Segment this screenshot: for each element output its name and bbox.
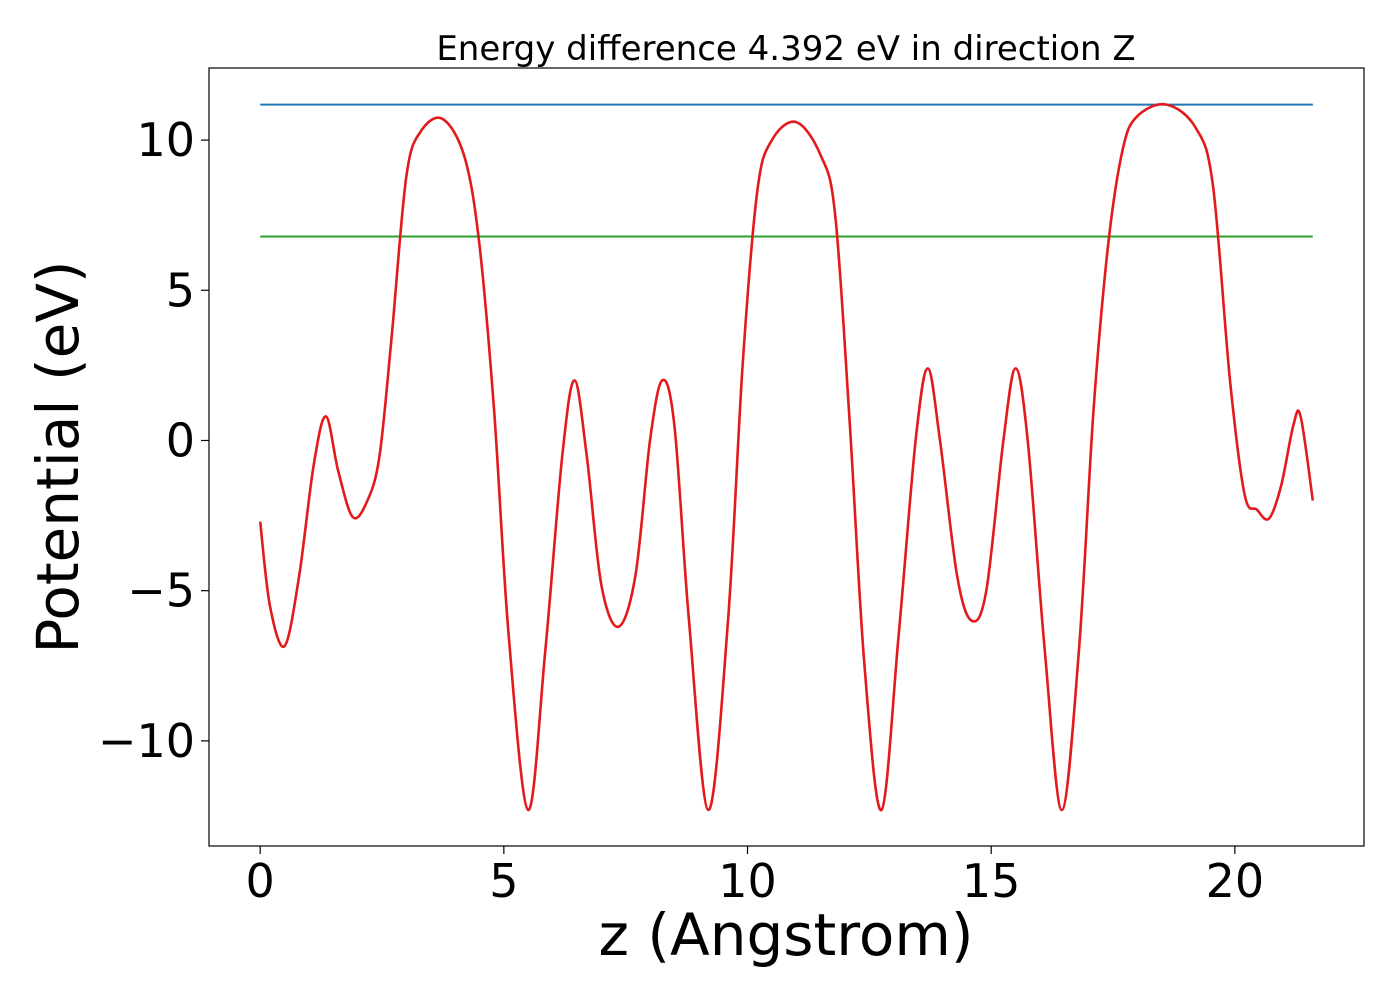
series-layer xyxy=(258,102,1315,812)
y-tick-label: 10 xyxy=(136,113,195,167)
x-tick-label: 5 xyxy=(489,854,518,908)
y-tick-label: 0 xyxy=(166,413,195,467)
x-tick-label: 10 xyxy=(718,854,777,908)
y-tick-label: 5 xyxy=(166,263,195,317)
x-tick-label: 0 xyxy=(246,854,275,908)
series-line-red xyxy=(258,102,1315,812)
y-tick-label: −10 xyxy=(98,714,195,768)
y-tick-label: −5 xyxy=(127,564,195,618)
x-axis-label: z (Angstrom) xyxy=(599,901,974,969)
plot-frame xyxy=(208,67,1365,847)
x-tick-label: 20 xyxy=(1206,854,1265,908)
y-axis-ticks: −10 −5 0 5 10 xyxy=(98,113,209,768)
x-axis-ticks: 0 5 10 15 20 xyxy=(246,846,1265,908)
y-axis-label: Potential (eV) xyxy=(24,260,92,653)
x-tick-label: 15 xyxy=(962,854,1021,908)
chart-title: Energy difference 4.392 eV in direction … xyxy=(436,29,1135,69)
